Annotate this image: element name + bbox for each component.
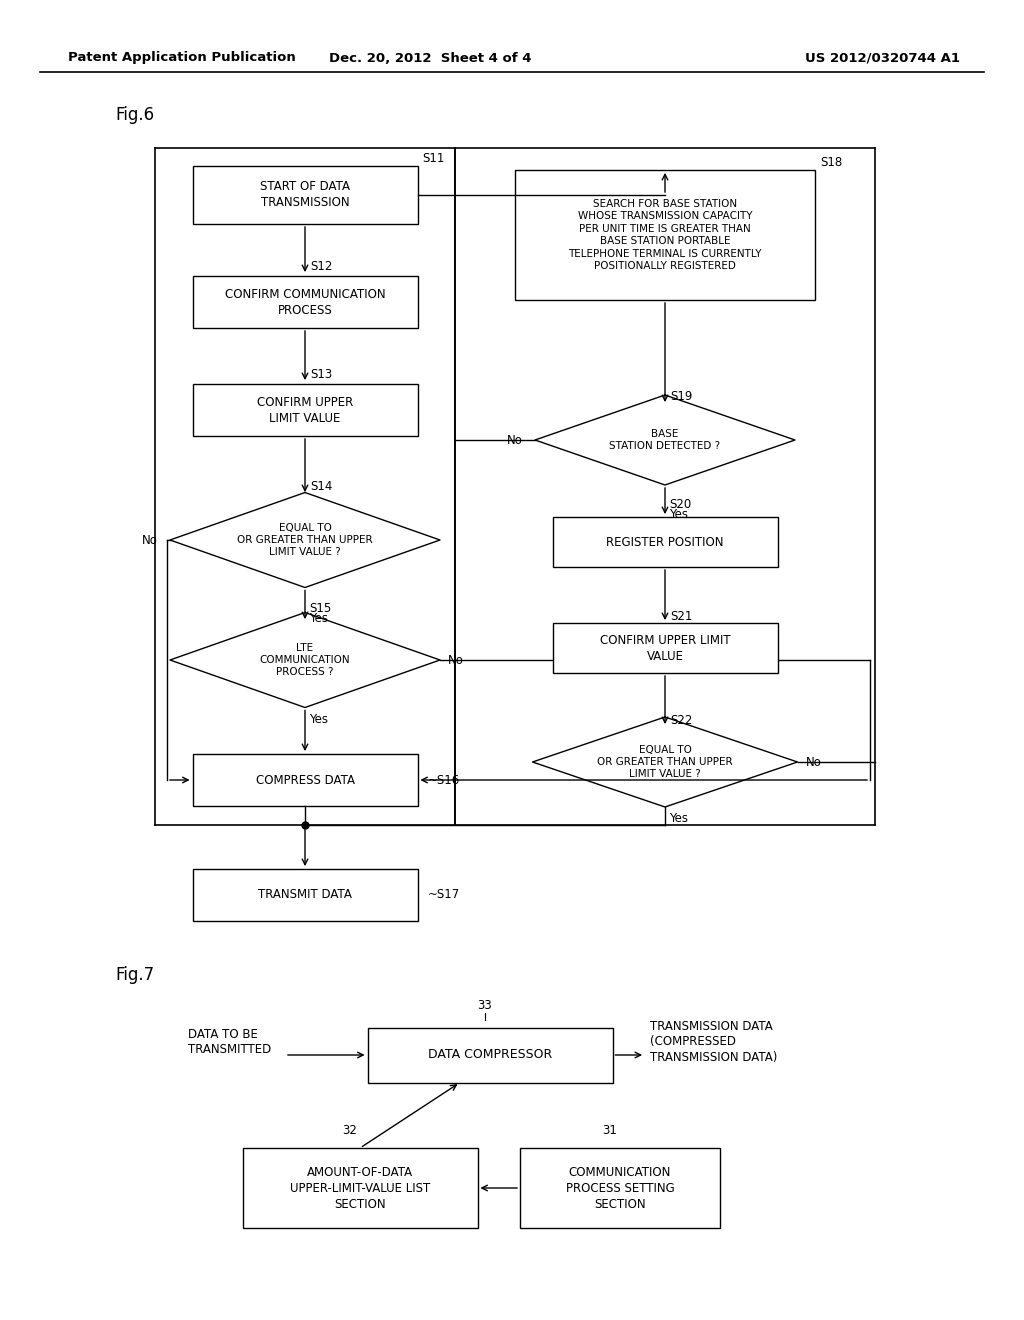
Text: SEARCH FOR BASE STATION
WHOSE TRANSMISSION CAPACITY
PER UNIT TIME IS GREATER THA: SEARCH FOR BASE STATION WHOSE TRANSMISSI… (568, 199, 762, 271)
Polygon shape (532, 717, 798, 807)
Text: S12: S12 (310, 260, 333, 273)
Text: Yes: Yes (669, 813, 688, 825)
Text: COMMUNICATION
PROCESS SETTING
SECTION: COMMUNICATION PROCESS SETTING SECTION (565, 1166, 675, 1210)
Text: Yes: Yes (309, 713, 328, 726)
Text: 33: 33 (477, 999, 493, 1012)
Text: S13: S13 (310, 368, 332, 381)
Text: CONFIRM COMMUNICATION
PROCESS: CONFIRM COMMUNICATION PROCESS (224, 288, 385, 317)
Text: Yes: Yes (309, 611, 328, 624)
Bar (193, 384, 418, 436)
Text: S14: S14 (310, 480, 333, 494)
Text: EQUAL TO
OR GREATER THAN UPPER
LIMIT VALUE ?: EQUAL TO OR GREATER THAN UPPER LIMIT VAL… (238, 523, 373, 557)
Text: S21: S21 (670, 610, 692, 623)
Bar (515, 170, 815, 300)
Bar (553, 623, 777, 673)
Text: DATA COMPRESSOR: DATA COMPRESSOR (428, 1048, 552, 1061)
Bar (368, 1027, 612, 1082)
Bar (193, 754, 418, 807)
Text: ~S16: ~S16 (427, 774, 460, 787)
Text: TRANSMIT DATA: TRANSMIT DATA (258, 888, 352, 902)
Text: AMOUNT-OF-DATA
UPPER-LIMIT-VALUE LIST
SECTION: AMOUNT-OF-DATA UPPER-LIMIT-VALUE LIST SE… (290, 1166, 430, 1210)
Polygon shape (170, 492, 440, 587)
Text: No: No (449, 653, 464, 667)
Text: COMPRESS DATA: COMPRESS DATA (256, 774, 354, 787)
Text: BASE
STATION DETECTED ?: BASE STATION DETECTED ? (609, 429, 721, 451)
Text: US 2012/0320744 A1: US 2012/0320744 A1 (805, 51, 961, 65)
Text: No: No (142, 533, 158, 546)
Text: S15: S15 (309, 602, 331, 615)
Text: No: No (806, 755, 821, 768)
Text: ~S17: ~S17 (427, 888, 460, 902)
Text: S22: S22 (670, 714, 692, 726)
Text: DATA TO BE
TRANSMITTED: DATA TO BE TRANSMITTED (188, 1028, 271, 1056)
Text: CONFIRM UPPER LIMIT
VALUE: CONFIRM UPPER LIMIT VALUE (600, 634, 730, 663)
Text: S19: S19 (670, 391, 692, 404)
Text: LTE
COMMUNICATION
PROCESS ?: LTE COMMUNICATION PROCESS ? (260, 643, 350, 677)
Bar (193, 276, 418, 327)
Text: CONFIRM UPPER
LIMIT VALUE: CONFIRM UPPER LIMIT VALUE (257, 396, 353, 425)
Bar (193, 166, 418, 224)
Text: Fig.7: Fig.7 (115, 966, 155, 983)
Bar (193, 869, 418, 921)
Text: START OF DATA
TRANSMISSION: START OF DATA TRANSMISSION (260, 181, 350, 210)
Text: No: No (507, 433, 523, 446)
Bar (553, 517, 777, 568)
Text: 31: 31 (602, 1123, 617, 1137)
Text: Patent Application Publication: Patent Application Publication (68, 51, 296, 65)
Text: Dec. 20, 2012  Sheet 4 of 4: Dec. 20, 2012 Sheet 4 of 4 (329, 51, 531, 65)
Text: EQUAL TO
OR GREATER THAN UPPER
LIMIT VALUE ?: EQUAL TO OR GREATER THAN UPPER LIMIT VAL… (597, 744, 733, 779)
Text: TRANSMISSION DATA
(COMPRESSED
TRANSMISSION DATA): TRANSMISSION DATA (COMPRESSED TRANSMISSI… (650, 1020, 777, 1064)
Bar (243, 1148, 477, 1228)
Text: S11: S11 (423, 152, 444, 165)
Text: REGISTER POSITION: REGISTER POSITION (606, 536, 724, 549)
Bar (520, 1148, 720, 1228)
Text: S18: S18 (820, 156, 843, 169)
Polygon shape (170, 612, 440, 708)
Text: Fig.6: Fig.6 (115, 106, 155, 124)
Text: Yes: Yes (669, 507, 688, 520)
Polygon shape (535, 395, 795, 484)
Text: 32: 32 (343, 1123, 357, 1137)
Text: S20: S20 (669, 498, 691, 511)
